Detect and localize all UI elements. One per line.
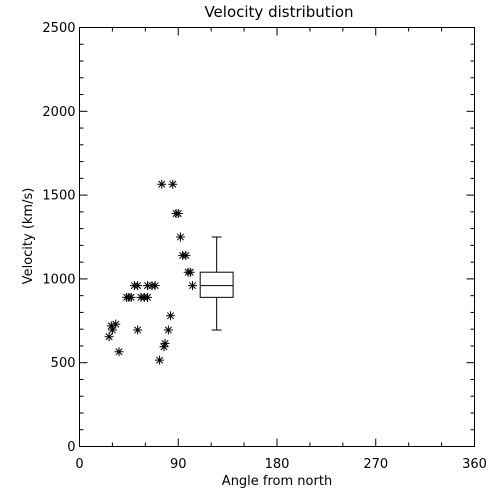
x-tick-label: 0 [75,457,83,472]
y-tick-label: 2000 [42,105,75,120]
x-tick-label: 360 [462,457,487,472]
data-point [143,292,153,302]
data-point [188,281,198,291]
y-axis-label: Velocity (km/s) [21,188,36,285]
velocity-boxplot [199,236,234,331]
x-tick-label: 90 [170,457,187,472]
data-point [133,281,143,291]
data-point [181,250,191,260]
y-tick-label: 1500 [42,189,75,204]
y-tick-label: 0 [67,440,75,455]
data-point [160,338,170,348]
axis-ticks [79,27,475,447]
data-point [173,209,183,219]
data-point [111,319,121,329]
data-point [157,179,167,189]
data-point [155,355,165,365]
tick-labels: 0 90 180 270 360 0 500 1000 1500 2000 2500 [42,21,487,472]
data-point [168,179,178,189]
y-tick-label: 500 [51,356,76,371]
x-tick-label: 180 [265,457,290,472]
box-iqr [199,271,234,298]
data-point [114,347,124,357]
data-point [185,267,195,277]
data-point [133,325,143,335]
data-point [166,311,176,321]
data-point [159,342,169,352]
y-tick-label: 2500 [42,21,75,36]
chart-title: Velocity distribution [204,3,353,21]
data-point [163,325,173,335]
y-tick-label: 1000 [42,272,75,287]
x-axis-label: Angle from north [222,474,332,489]
data-point [106,321,116,331]
data-point [107,325,117,335]
data-point [126,292,136,302]
x-tick-label: 270 [363,457,388,472]
data-point [175,232,185,242]
data-point [150,281,160,291]
plot-frame [79,27,475,447]
data-points [104,179,198,365]
data-point [104,332,114,342]
